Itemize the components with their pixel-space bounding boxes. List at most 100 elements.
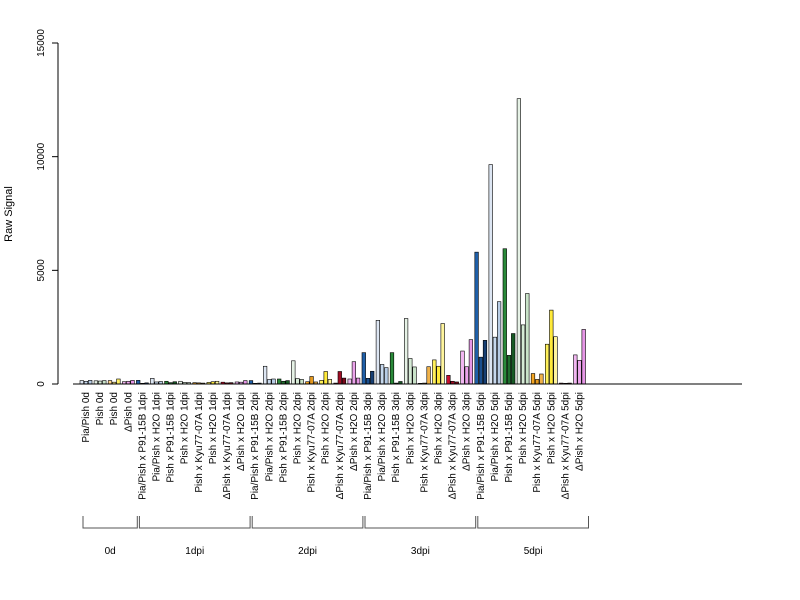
x-tick-label: ΔPish x Kyu77-07A 5dpi	[560, 392, 571, 499]
bar	[375, 320, 381, 385]
bar	[271, 378, 276, 385]
bar	[403, 318, 409, 385]
bar	[432, 359, 437, 385]
y-axis-title: Raw Signal	[3, 186, 15, 242]
bar	[577, 360, 582, 385]
bar	[136, 380, 141, 385]
bar	[408, 358, 413, 385]
bar	[516, 98, 521, 385]
x-tick-label: ΔPish x H2O 5dpi	[575, 392, 586, 471]
x-tick-label: ΔPish x H2O 2dpi	[349, 392, 360, 471]
bar	[506, 355, 512, 385]
x-tick-label: Pia/Pish x H2O 3dpi	[377, 392, 388, 482]
x-tick-label: Pish x Kyu77-07A 5dpi	[532, 392, 543, 493]
bar	[351, 361, 357, 385]
x-tick-label: Pia/Pish x P91-15B 3dpi	[363, 392, 374, 500]
bar	[412, 366, 417, 385]
bar	[365, 378, 371, 385]
bar	[502, 248, 507, 385]
x-tick-label: Pish x P91-15B 2dpi	[278, 392, 289, 483]
x-tick-label: Pish x H2O 3dpi	[405, 392, 416, 464]
bar	[549, 309, 554, 385]
x-tick-labels: Pia/Pish 0d Pish 0d Pish 0d ΔPish 0d Pia/Pis…	[81, 392, 586, 500]
y-tick-label: 5000	[36, 259, 47, 282]
bar	[347, 378, 352, 385]
bar	[474, 251, 479, 385]
x-tick-label: Pish x P91-15B 5dpi	[504, 392, 515, 483]
x-tick-label: Pia/Pish x H2O 2dpi	[264, 392, 275, 482]
x-tick-label: ΔPish x H2O 1dpi	[236, 392, 247, 471]
bar	[440, 323, 445, 385]
x-tick-label: Pia/Pish x P91-15B 1dpi	[137, 392, 148, 500]
bar	[370, 370, 375, 385]
x-tick-label: ΔPish x Kyu77-07A 2dpi	[335, 392, 346, 499]
x-tick-label: Pish x H2O 1dpi	[208, 392, 219, 464]
bar	[130, 380, 135, 385]
bar	[355, 377, 361, 385]
x-tick-label: Pish x Kyu77-07A 3dpi	[419, 392, 430, 493]
x-tick-label: Pish x H2O 1dpi	[180, 392, 191, 464]
bar	[478, 356, 483, 385]
bar	[295, 378, 300, 385]
bar	[581, 329, 586, 385]
y-tick-label: 10000	[36, 142, 47, 170]
x-tick-label: ΔPish x Kyu77-07A 3dpi	[448, 392, 459, 499]
x-tick-label: Pish x Kyu77-07A 2dpi	[307, 392, 318, 493]
group-bracket	[82, 516, 138, 529]
group-label: 2dpi	[298, 546, 317, 557]
bar	[379, 364, 385, 385]
y-axis: 0 5000 10000 15000	[36, 29, 59, 387]
bar	[116, 378, 121, 385]
x-tick-label: ΔPish 0d	[123, 392, 134, 432]
x-tick-label: Pish x H2O 3dpi	[434, 392, 445, 464]
bar	[436, 365, 441, 385]
bar	[492, 336, 498, 385]
bar	[544, 343, 550, 385]
group-bracket	[477, 516, 589, 529]
bar	[525, 293, 530, 385]
bar	[488, 164, 493, 385]
bar	[361, 352, 366, 385]
bar	[102, 380, 107, 385]
bar	[389, 352, 395, 385]
x-tick-label: Pish x H2O 2dpi	[293, 392, 304, 464]
x-tick-label: ΔPish x Kyu77-07A 1dpi	[222, 392, 233, 499]
bar	[384, 367, 389, 385]
group-bracket	[251, 516, 364, 529]
bar	[277, 378, 282, 385]
x-tick-label: Pia/Pish x H2O 1dpi	[152, 392, 163, 482]
bar	[446, 375, 451, 385]
bar	[88, 380, 93, 385]
group-bracket	[364, 516, 477, 529]
bar	[327, 379, 333, 385]
bar	[150, 378, 155, 385]
bar	[341, 377, 347, 385]
x-tick-label: Pish 0d	[109, 392, 120, 425]
bar	[464, 366, 469, 385]
bar	[426, 366, 431, 385]
bar	[79, 380, 84, 385]
bar	[482, 340, 488, 385]
bar	[468, 339, 474, 385]
group-label: 0d	[105, 546, 116, 557]
x-tick-label: Pish 0d	[95, 392, 106, 425]
bar	[243, 380, 248, 385]
bar	[262, 365, 268, 385]
bar	[539, 373, 544, 385]
bar	[496, 301, 502, 385]
bar	[107, 380, 113, 385]
bar	[553, 336, 558, 385]
x-tick-label: Pish x Kyu77-07A 1dpi	[194, 392, 205, 493]
x-tick-label: Pia/Pish 0d	[81, 392, 92, 443]
bar	[511, 333, 516, 385]
group-label: 3dpi	[411, 546, 430, 557]
group-brackets: 0d 1dpi 2dpi 3dpi 5dpi	[82, 516, 589, 557]
group-label: 5dpi	[524, 546, 543, 557]
bar	[535, 379, 540, 385]
bar	[291, 360, 296, 385]
bar	[520, 324, 526, 385]
x-tick-label: Pish x H2O 5dpi	[518, 392, 529, 464]
x-tick-label: Pish x P91-15B 3dpi	[391, 392, 402, 483]
bar	[248, 380, 254, 385]
